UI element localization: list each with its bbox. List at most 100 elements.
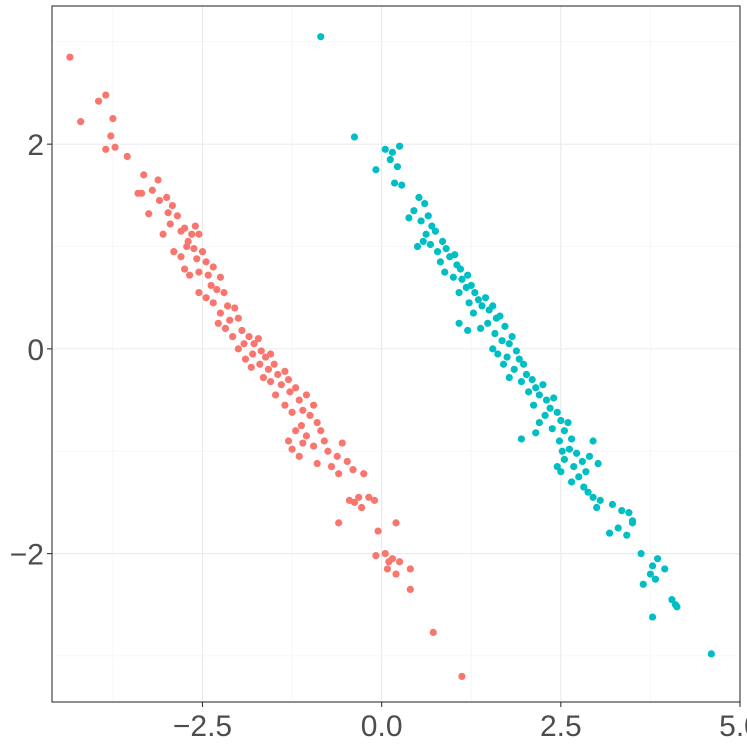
x-tick-label: 2.5 xyxy=(540,710,582,743)
data-point xyxy=(202,258,210,266)
data-point xyxy=(66,53,74,61)
data-point xyxy=(327,462,336,471)
data-point xyxy=(107,132,115,140)
data-point xyxy=(481,294,490,302)
data-point xyxy=(288,445,296,453)
data-point xyxy=(335,519,343,527)
data-point xyxy=(653,555,662,563)
data-point xyxy=(198,248,207,256)
data-point xyxy=(213,285,221,294)
data-point xyxy=(250,340,258,348)
data-point xyxy=(281,401,289,409)
data-point xyxy=(390,179,399,187)
data-point xyxy=(628,517,637,525)
data-point xyxy=(548,425,556,433)
data-point xyxy=(393,163,402,171)
data-point xyxy=(476,324,485,333)
data-point xyxy=(221,324,230,333)
data-point xyxy=(406,585,414,594)
data-point xyxy=(270,360,278,368)
data-point xyxy=(501,322,509,330)
data-point xyxy=(570,462,578,471)
data-point xyxy=(471,288,479,297)
data-point xyxy=(292,384,300,392)
data-point xyxy=(578,457,586,466)
data-point xyxy=(484,319,492,327)
data-point xyxy=(428,222,436,230)
data-point xyxy=(209,263,217,271)
data-point xyxy=(295,396,303,404)
data-point xyxy=(177,253,185,261)
data-point xyxy=(541,411,549,420)
data-point xyxy=(204,271,212,279)
data-point xyxy=(458,275,466,283)
data-point xyxy=(299,439,307,447)
data-point xyxy=(214,319,222,327)
data-point xyxy=(335,470,343,478)
data-point xyxy=(374,527,382,535)
data-point xyxy=(111,143,119,151)
data-point xyxy=(585,452,594,460)
data-point xyxy=(155,196,164,205)
data-point xyxy=(433,248,442,256)
data-point xyxy=(451,251,459,259)
data-point xyxy=(575,473,583,481)
data-point xyxy=(274,370,282,379)
data-point xyxy=(163,193,171,201)
data-point xyxy=(231,304,239,312)
data-point xyxy=(637,549,645,558)
data-point xyxy=(639,580,647,588)
data-point xyxy=(565,445,574,453)
data-point xyxy=(550,394,558,402)
data-point xyxy=(292,427,300,435)
data-point xyxy=(503,353,511,361)
data-point xyxy=(580,483,588,491)
data-point xyxy=(557,416,565,425)
data-point xyxy=(424,212,432,220)
data-point xyxy=(102,145,110,153)
data-point xyxy=(388,555,397,563)
data-point xyxy=(180,224,189,232)
data-point xyxy=(249,350,257,358)
data-point xyxy=(284,437,293,445)
data-point xyxy=(220,288,228,297)
data-point xyxy=(173,212,182,220)
data-point xyxy=(381,145,389,153)
data-point xyxy=(648,613,657,621)
data-point xyxy=(140,171,148,179)
data-point xyxy=(216,273,225,281)
data-point xyxy=(494,350,502,358)
data-point xyxy=(505,340,513,348)
data-point xyxy=(605,529,614,537)
data-point xyxy=(515,355,523,363)
data-point xyxy=(464,326,472,335)
data-point xyxy=(288,408,296,416)
data-point xyxy=(560,455,569,464)
data-point xyxy=(465,299,473,307)
data-point xyxy=(498,337,506,345)
data-point xyxy=(333,452,341,460)
data-point xyxy=(395,142,404,150)
data-point xyxy=(392,519,400,527)
data-point xyxy=(241,355,250,363)
data-point xyxy=(557,468,565,476)
data-point xyxy=(350,133,359,141)
data-point xyxy=(456,265,465,273)
data-point xyxy=(284,375,293,384)
data-point xyxy=(464,271,472,279)
data-point xyxy=(646,570,655,578)
data-point xyxy=(209,299,217,307)
data-point xyxy=(183,242,191,251)
x-tick-label: 5.0 xyxy=(719,710,747,743)
data-point xyxy=(370,496,379,504)
data-point xyxy=(295,452,303,460)
data-point xyxy=(216,309,225,317)
data-point xyxy=(381,549,389,558)
data-point xyxy=(180,265,189,273)
data-point xyxy=(166,220,174,228)
data-point xyxy=(148,186,156,194)
data-point xyxy=(429,628,437,637)
data-point xyxy=(324,447,332,455)
data-point xyxy=(317,427,325,435)
data-point xyxy=(582,468,590,476)
